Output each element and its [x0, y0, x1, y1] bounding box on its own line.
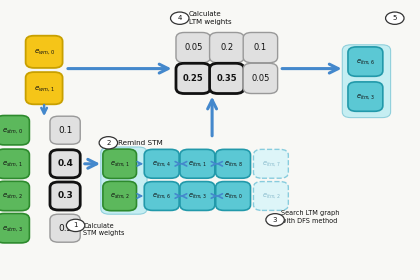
FancyBboxPatch shape [176, 32, 210, 63]
FancyBboxPatch shape [50, 182, 80, 210]
Text: 5: 5 [393, 15, 397, 21]
Text: $e_{ltm,3}$: $e_{ltm,3}$ [356, 92, 375, 101]
FancyBboxPatch shape [342, 45, 391, 118]
Text: $e_{stm,1}$: $e_{stm,1}$ [2, 159, 23, 168]
Text: $e_{ltm,7}$: $e_{ltm,7}$ [262, 159, 280, 168]
FancyBboxPatch shape [0, 213, 29, 243]
Text: 0.35: 0.35 [216, 74, 237, 83]
FancyBboxPatch shape [0, 149, 29, 179]
FancyBboxPatch shape [50, 150, 80, 178]
FancyBboxPatch shape [103, 181, 136, 211]
Text: 0.2: 0.2 [220, 43, 234, 52]
Circle shape [171, 12, 189, 24]
FancyBboxPatch shape [180, 150, 215, 178]
Text: $e_{ltm,8}$: $e_{ltm,8}$ [224, 159, 242, 168]
Text: $e_{wm,0}$: $e_{wm,0}$ [34, 47, 55, 56]
Text: 4: 4 [178, 15, 182, 21]
Text: 0.05: 0.05 [184, 43, 202, 52]
Text: Calculate
STM weights: Calculate STM weights [83, 223, 125, 236]
Text: 0.3: 0.3 [57, 192, 73, 200]
FancyBboxPatch shape [348, 47, 383, 76]
FancyBboxPatch shape [254, 182, 288, 211]
Text: $e_{stm,3}$: $e_{stm,3}$ [2, 224, 23, 233]
Circle shape [266, 214, 284, 226]
Text: 0.25: 0.25 [183, 74, 204, 83]
FancyBboxPatch shape [50, 214, 80, 242]
Text: 2: 2 [106, 140, 110, 146]
Circle shape [386, 12, 404, 24]
FancyBboxPatch shape [26, 36, 63, 68]
Text: $e_{stm,2}$: $e_{stm,2}$ [2, 192, 23, 200]
Circle shape [99, 137, 118, 149]
Text: $e_{ltm,0}$: $e_{ltm,0}$ [224, 192, 242, 200]
FancyBboxPatch shape [144, 150, 179, 178]
FancyBboxPatch shape [0, 181, 29, 211]
Text: Remind STM: Remind STM [118, 140, 163, 146]
FancyBboxPatch shape [243, 32, 278, 63]
FancyBboxPatch shape [216, 182, 250, 211]
Text: $e_{wm,1}$: $e_{wm,1}$ [34, 84, 55, 93]
FancyBboxPatch shape [210, 32, 244, 63]
FancyBboxPatch shape [243, 63, 278, 94]
Text: $e_{ltm,3}$: $e_{ltm,3}$ [188, 192, 207, 200]
Text: $e_{ltm,4}$: $e_{ltm,4}$ [152, 159, 171, 168]
FancyBboxPatch shape [103, 149, 136, 179]
FancyBboxPatch shape [348, 82, 383, 111]
Text: 0.1: 0.1 [254, 43, 267, 52]
FancyBboxPatch shape [26, 72, 63, 104]
Text: $e_{stm,0}$: $e_{stm,0}$ [2, 126, 23, 135]
FancyBboxPatch shape [210, 63, 244, 94]
Text: $e_{ltm,6}$: $e_{ltm,6}$ [356, 57, 375, 66]
FancyBboxPatch shape [180, 182, 215, 211]
Text: 0.2: 0.2 [58, 224, 72, 233]
Text: 0.1: 0.1 [58, 126, 72, 135]
Circle shape [66, 219, 85, 232]
Text: 3: 3 [273, 217, 277, 223]
Text: 1: 1 [74, 222, 78, 228]
Text: $e_{ltm,6}$: $e_{ltm,6}$ [152, 192, 171, 200]
FancyBboxPatch shape [101, 147, 147, 214]
Text: 0.05: 0.05 [251, 74, 270, 83]
Text: $e_{ltm,1}$: $e_{ltm,1}$ [188, 159, 207, 168]
FancyBboxPatch shape [0, 115, 29, 145]
FancyBboxPatch shape [216, 150, 250, 178]
FancyBboxPatch shape [144, 182, 179, 211]
Text: Calculate
LTM weights: Calculate LTM weights [189, 11, 231, 25]
Text: $e_{ltm,2}$: $e_{ltm,2}$ [262, 192, 280, 200]
FancyBboxPatch shape [176, 63, 210, 94]
FancyBboxPatch shape [50, 116, 80, 144]
FancyBboxPatch shape [254, 150, 288, 178]
Text: Search LTM graph
with DFS method: Search LTM graph with DFS method [281, 210, 339, 224]
Text: 0.4: 0.4 [57, 159, 73, 168]
Text: $e_{stm,1}$: $e_{stm,1}$ [110, 159, 130, 168]
Text: $e_{stm,2}$: $e_{stm,2}$ [110, 192, 129, 200]
